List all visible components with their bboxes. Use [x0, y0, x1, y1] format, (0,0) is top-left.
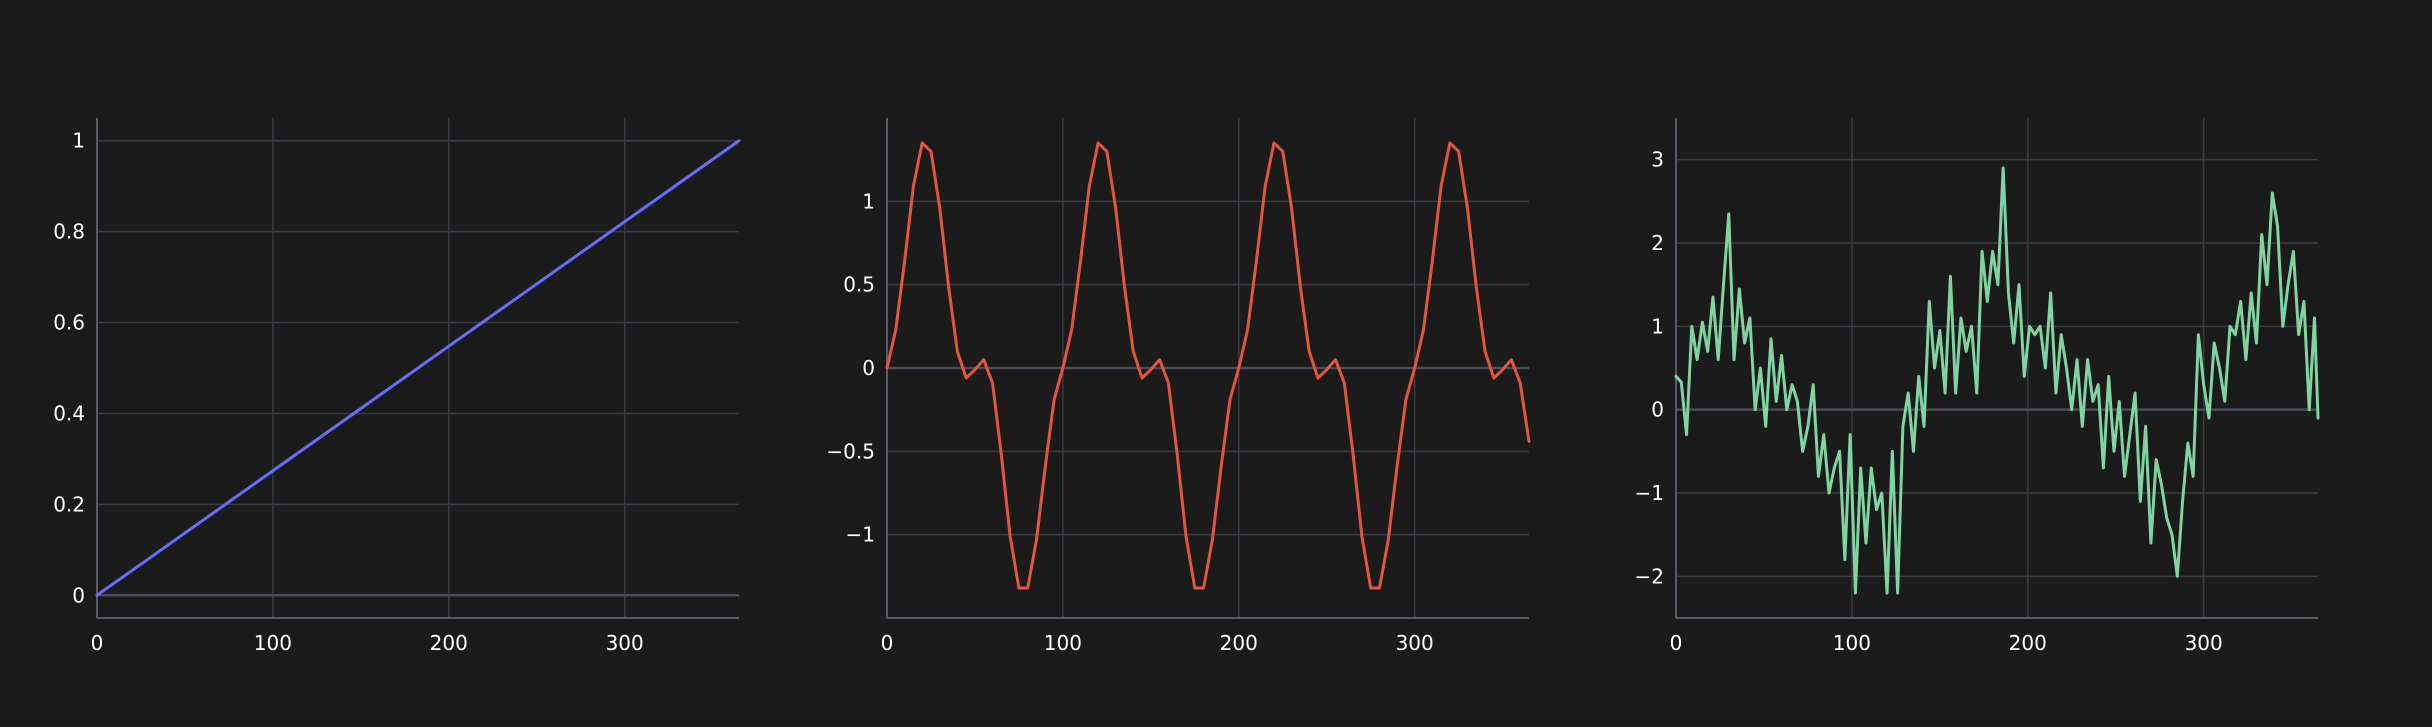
chart-panel-3: 0 100 200 300 −2 −1 0 1 2 3 — [1635, 118, 2320, 655]
x-tick-label: 200 — [430, 631, 468, 655]
x-tick-label: 200 — [2009, 631, 2047, 655]
y-tick-label: 0 — [1651, 398, 1664, 422]
x-tick-label: 100 — [1044, 631, 1082, 655]
x-tick-label: 300 — [1396, 631, 1434, 655]
chart-panel-2: 0 100 200 300 −1 −0.5 0 0.5 1 — [826, 118, 1531, 655]
x-tick-label: 100 — [254, 631, 292, 655]
x-tick-label: 0 — [1670, 631, 1683, 655]
y-tick-label: 0 — [72, 583, 85, 607]
x-tick-label: 200 — [1220, 631, 1258, 655]
x-tick-label: 300 — [606, 631, 644, 655]
y-tick-label: 1 — [72, 129, 85, 153]
x-tick-label: 100 — [1833, 631, 1871, 655]
y-tick-label: 0.6 — [53, 311, 85, 335]
y-tick-label: −2 — [1635, 564, 1664, 588]
y-tick-label: −1 — [846, 523, 875, 547]
series-line-1 — [1674, 166, 2320, 595]
x-tick-label: 0 — [881, 631, 894, 655]
y-tick-label: −0.5 — [826, 439, 875, 463]
y-tick-label: 0.8 — [53, 220, 85, 244]
y-tick-label: −1 — [1635, 481, 1664, 505]
x-tick-label: 300 — [2185, 631, 2223, 655]
x-tick-label: 0 — [91, 631, 104, 655]
y-tick-label: 1 — [862, 189, 875, 213]
series-line-1 — [885, 141, 1531, 590]
y-tick-label: 1 — [1651, 314, 1664, 338]
y-tick-label: 0.4 — [53, 401, 85, 425]
chart-panel-1: 0 100 200 300 0 0.2 0.4 0.6 0.8 1 — [53, 118, 741, 655]
series-line-1 — [95, 139, 741, 597]
y-tick-label: 0.5 — [843, 273, 875, 297]
y-tick-label: 0.2 — [53, 492, 85, 516]
y-tick-label: 0 — [862, 356, 875, 380]
y-tick-label: 3 — [1651, 148, 1664, 172]
y-tick-label: 2 — [1651, 231, 1664, 255]
